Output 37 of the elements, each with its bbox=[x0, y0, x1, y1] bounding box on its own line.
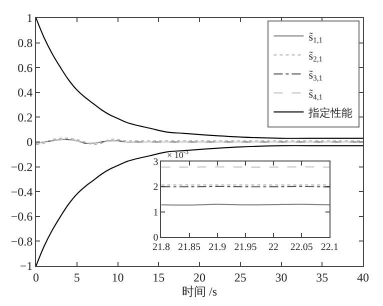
legend-label: s̃$_{1,1}$ bbox=[308, 31, 323, 45]
y-tick-label: 1 bbox=[26, 11, 33, 26]
y-tick-label: 0.8 bbox=[18, 36, 33, 50]
legend-label: s̃$_{3,1}$ bbox=[308, 69, 323, 83]
x-tick-label: 10 bbox=[112, 270, 124, 284]
x-tick-label: 15 bbox=[152, 270, 165, 284]
y-tick-label: 0.2 bbox=[18, 110, 33, 124]
y-tick-label: 0.6 bbox=[18, 60, 33, 75]
y-tick-label: −0.8 bbox=[10, 234, 33, 248]
x-tick-label: 40 bbox=[357, 270, 369, 284]
annotation: × 10$^{-3}$ bbox=[167, 149, 189, 160]
y-tick-label: 3 bbox=[153, 157, 158, 168]
y-tick-label: 2 bbox=[153, 182, 158, 194]
x-tick-label: 20 bbox=[194, 270, 206, 284]
y-tick-label: 0.4 bbox=[18, 86, 33, 100]
y-tick-label: −0.6 bbox=[10, 210, 33, 224]
x-tick-label: 30 bbox=[275, 270, 288, 284]
x-tick-label: 22.1 bbox=[320, 242, 338, 253]
x-tick-label: 21.8 bbox=[152, 242, 170, 253]
x-tick-label: 25 bbox=[234, 270, 246, 284]
x-tick-label: 22 bbox=[268, 242, 279, 253]
y-tick-label: 0 bbox=[26, 135, 33, 150]
legend-label: 指定性能 bbox=[308, 106, 353, 120]
x-axis-title: 时间 /s bbox=[182, 284, 218, 298]
legend-label: s̃$_{4,1}$ bbox=[308, 88, 323, 102]
legend-label: s̃$_{2,1}$ bbox=[308, 50, 323, 64]
x-tick-label: 22.05 bbox=[290, 242, 313, 253]
x-tick-label: 5 bbox=[74, 270, 80, 284]
y-tick-label: −1 bbox=[20, 259, 33, 274]
x-tick-label: 21.85 bbox=[178, 242, 201, 253]
y-tick-label: 1 bbox=[153, 207, 158, 218]
y-tick-label: −0.2 bbox=[10, 160, 33, 174]
x-tick-label: 21.95 bbox=[234, 242, 257, 253]
y-tick-label: 0 bbox=[153, 232, 158, 244]
x-tick-label: 35 bbox=[316, 270, 328, 284]
y-tick-label: −0.4 bbox=[10, 184, 33, 199]
x-tick-label: 21.9 bbox=[208, 242, 226, 253]
